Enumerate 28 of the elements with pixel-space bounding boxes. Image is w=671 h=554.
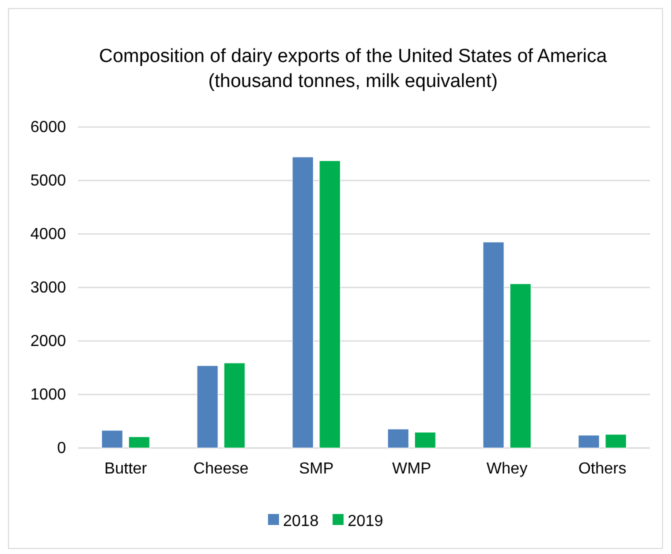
- bar: [414, 432, 436, 448]
- bar: [319, 160, 341, 448]
- x-tick-label: WMP: [392, 460, 432, 478]
- x-tick-label: Cheese: [193, 460, 249, 478]
- y-tick-label: 2000: [30, 333, 66, 350]
- bar: [224, 362, 246, 448]
- bar: [101, 430, 123, 448]
- legend-label: 2018: [283, 513, 319, 530]
- y-tick-label: 1000: [30, 386, 66, 404]
- bar: [605, 434, 627, 448]
- legend-label: 2019: [348, 513, 384, 530]
- bar: [387, 428, 409, 448]
- x-tick-label: Others: [578, 460, 626, 478]
- x-tick-label: SMP: [298, 460, 334, 478]
- bar: [510, 283, 532, 448]
- bar: [128, 436, 150, 448]
- y-tick-label: 3000: [30, 280, 66, 297]
- chart-title: Composition of dairy exports of the United States of America (thousand tonnes, milk equivalent): [99, 46, 608, 92]
- x-tick-label: Whey: [486, 460, 528, 478]
- y-tick-label: 5000: [30, 172, 66, 190]
- x-tick-label: Butter: [104, 460, 148, 478]
- bar: [482, 242, 504, 448]
- y-tick-label: 0: [57, 440, 66, 458]
- y-tick-label: 6000: [30, 119, 66, 136]
- bar: [196, 365, 218, 448]
- y-tick-label: 4000: [30, 226, 66, 244]
- bar: [578, 434, 600, 448]
- bar: [292, 156, 314, 448]
